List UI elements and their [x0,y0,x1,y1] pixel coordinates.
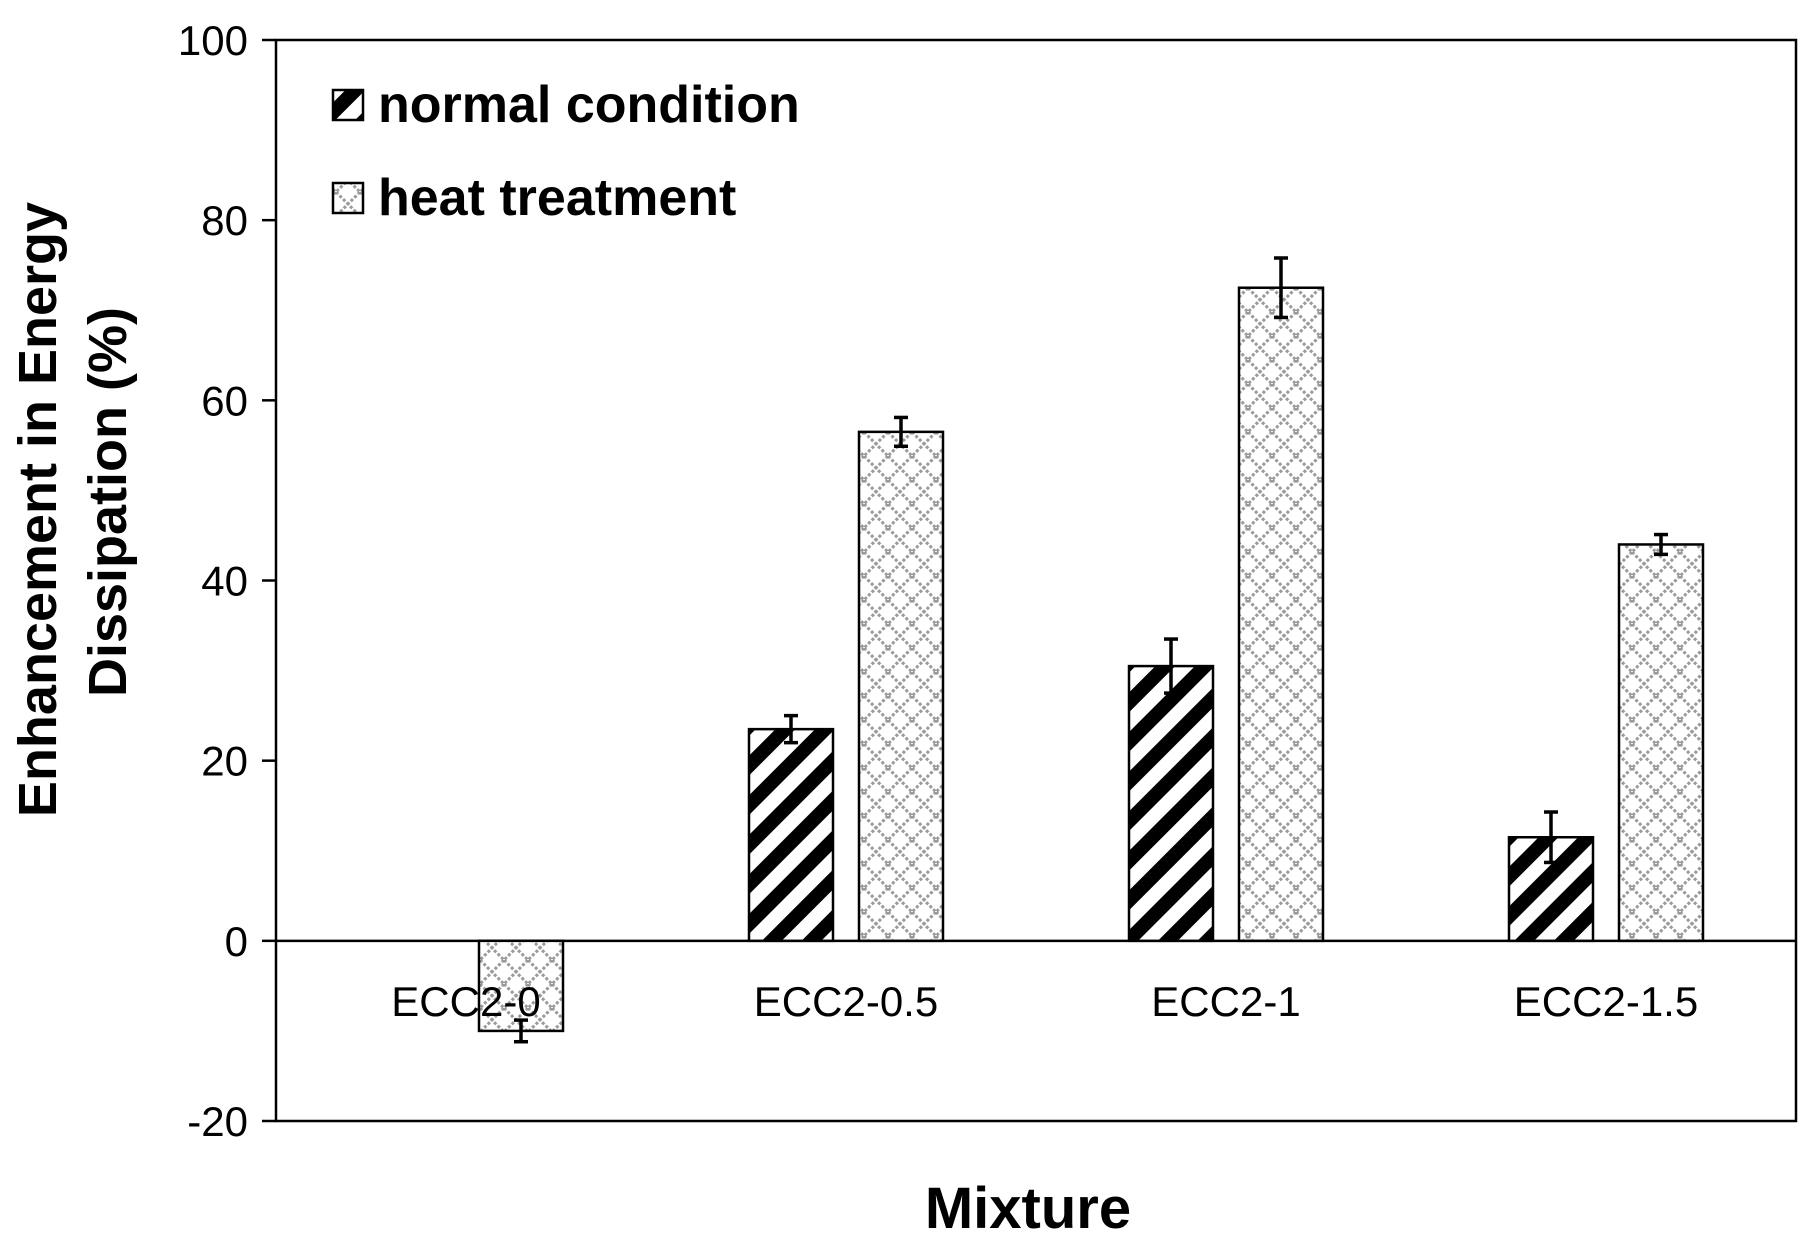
category-label-ecc2-0: ECC2-0 [391,978,540,1025]
y-tick-label: 100 [178,17,248,64]
category-label-ecc2-1-5: ECC2-1.5 [1514,978,1698,1025]
bar-heat-treatment-ecc2-1 [1237,286,1325,943]
error-bar-normal-condition-ecc2-1-5 [1544,810,1558,865]
y-axis-title: Enhancement in Energy Dissipation (%) [8,187,138,817]
legend-swatch-normal-condition [331,88,365,122]
error-bar-heat-treatment-ecc2-0 [514,1018,528,1044]
legend-item-heat-treatment: heat treatment [331,169,736,227]
bar-heat-treatment-ecc2-0-5 [857,430,945,943]
legend-label-heat-treatment: heat treatment [378,169,736,227]
category-label-ecc2-1: ECC2-1 [1151,978,1300,1025]
bars-group [368,256,1705,1044]
y-tick-label: 40 [201,558,248,605]
error-bar-normal-condition-ecc2-1 [1164,637,1178,695]
y-tick-label: 20 [201,738,248,785]
error-bar-normal-condition-ecc2-0-5 [784,713,798,745]
y-axis-title-line-1: Enhancement in Energy [8,202,68,817]
bar-heat-treatment-ecc2-1-5 [1617,543,1705,943]
category-labels: ECC2-0 ECC2-0.5 ECC2-1 ECC2-1.5 [391,978,1698,1025]
y-axis-ticks: -20 0 20 40 60 80 100 [178,17,276,1145]
error-bar-heat-treatment-ecc2-1 [1274,256,1288,320]
error-bar-heat-treatment-ecc2-1-5 [1654,532,1668,557]
legend-label-normal-condition: normal condition [378,76,800,134]
legend: normal condition heat treatment [331,76,800,227]
y-axis-title-line-2: Dissipation (%) [78,307,138,697]
y-tick-label: -20 [187,1098,248,1145]
x-axis-title: Mixture [925,1176,1131,1241]
y-tick-label: 60 [201,377,248,424]
y-tick-label: 80 [201,197,248,244]
legend-item-normal-condition: normal condition [331,76,800,134]
error-bar-heat-treatment-ecc2-0-5 [894,415,908,449]
bar-normal-condition-ecc2-0-5 [747,727,835,943]
bar-normal-condition-ecc2-1 [1127,664,1215,943]
category-label-ecc2-0-5: ECC2-0.5 [754,978,938,1025]
y-tick-label: 0 [225,918,248,965]
legend-swatch-heat-treatment [331,181,365,215]
